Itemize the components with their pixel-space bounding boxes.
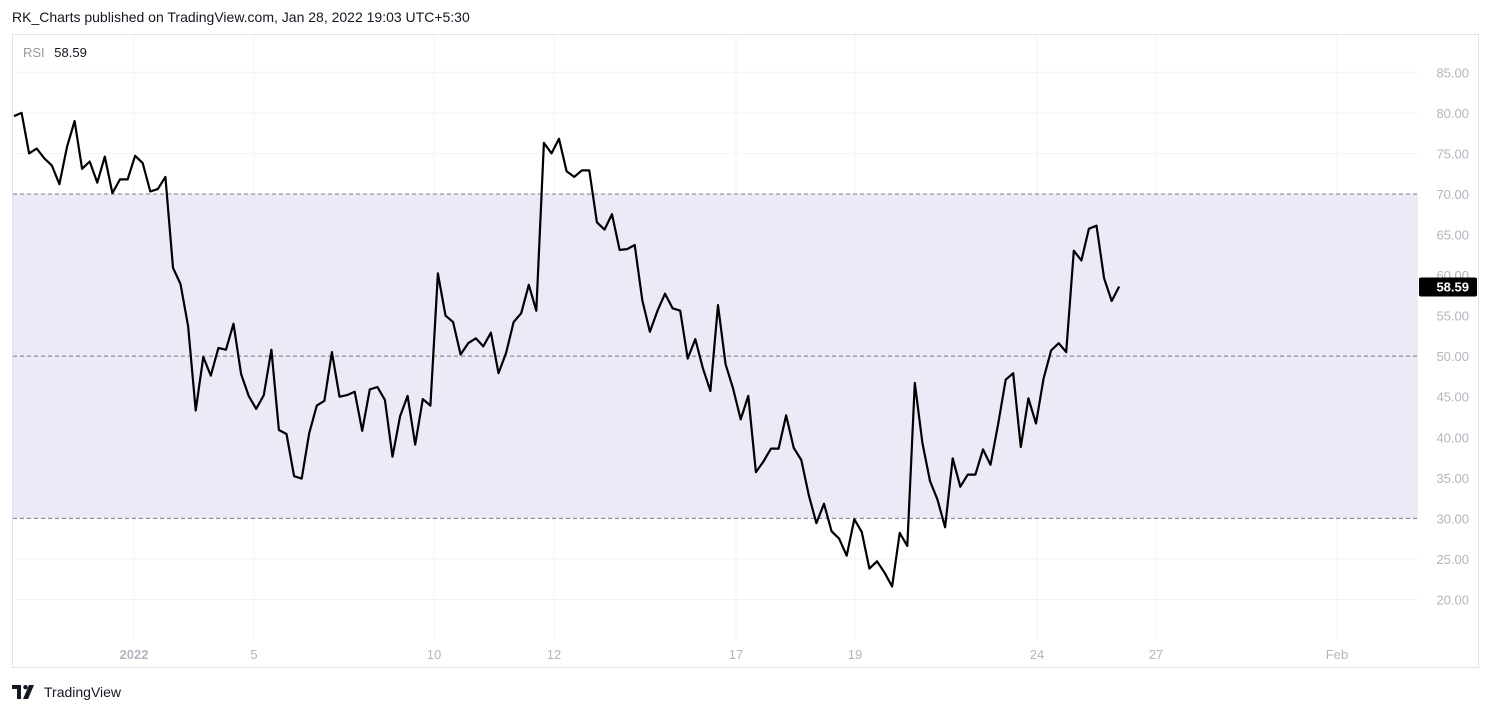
- x-tick-label: 2022: [120, 647, 149, 662]
- indicator-legend[interactable]: RSI 58.59: [23, 45, 87, 60]
- y-tick-label: 25.00: [1436, 552, 1469, 567]
- y-tick-label: 30.00: [1436, 511, 1469, 526]
- x-tick-label: 27: [1149, 647, 1163, 662]
- x-tick-label: 17: [729, 647, 743, 662]
- y-tick-label: 50.00: [1436, 349, 1469, 364]
- indicator-name: RSI: [23, 45, 45, 60]
- y-tick-label: 35.00: [1436, 471, 1469, 486]
- y-tick-label: 65.00: [1436, 228, 1469, 243]
- last-value-label: 58.59: [1419, 277, 1477, 297]
- last-value-text: 58.59: [1436, 279, 1469, 294]
- y-tick-label: 20.00: [1436, 592, 1469, 607]
- rsi-line[interactable]: [13, 111, 1121, 588]
- footer-brand: TradingView: [44, 684, 122, 700]
- y-tick-label: 70.00: [1436, 187, 1469, 202]
- y-tick-label: 85.00: [1436, 65, 1469, 80]
- x-tick-label: 24: [1030, 647, 1044, 662]
- x-tick-label: Feb: [1326, 647, 1348, 662]
- y-tick-label: 80.00: [1436, 106, 1469, 121]
- chart-frame: [12, 34, 1479, 668]
- x-tick-label: 19: [848, 647, 862, 662]
- tradingview-logo-icon: [12, 685, 34, 699]
- footer: TradingView: [12, 684, 121, 700]
- publish-header: RK_Charts published on TradingView.com, …: [12, 9, 470, 25]
- y-tick-label: 45.00: [1436, 390, 1469, 405]
- y-tick-label: 40.00: [1436, 430, 1469, 445]
- x-tick-label: 12: [547, 647, 561, 662]
- x-tick-label: 10: [427, 647, 441, 662]
- y-tick-label: 55.00: [1436, 309, 1469, 324]
- x-tick-label: 5: [250, 647, 257, 662]
- indicator-value: 58.59: [54, 45, 87, 60]
- y-tick-label: 75.00: [1436, 146, 1469, 161]
